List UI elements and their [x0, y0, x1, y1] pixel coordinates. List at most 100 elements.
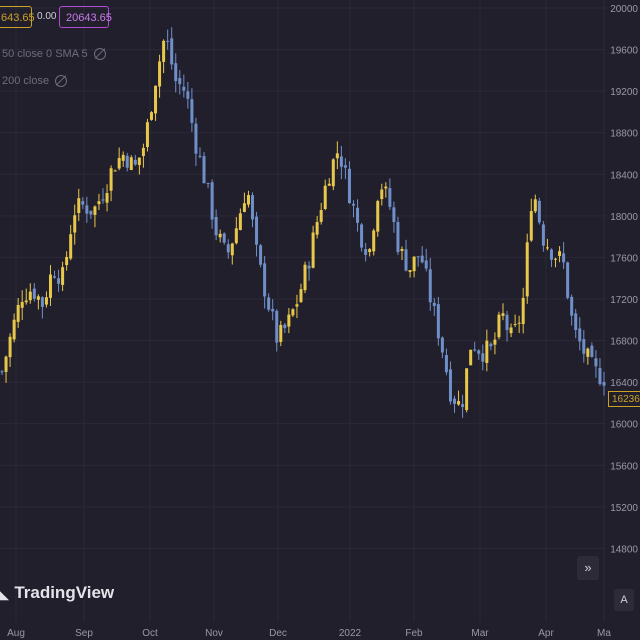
candle-body: [356, 207, 360, 223]
candle-body: [554, 258, 558, 260]
last-value-badge: 643.65: [0, 6, 35, 28]
candle-body: [222, 233, 226, 243]
candle-body: [145, 122, 149, 148]
candle-body: [501, 313, 505, 316]
candle-body: [28, 291, 32, 301]
candle-body: [327, 183, 331, 186]
candle-body: [343, 165, 347, 168]
candle-body: [69, 234, 73, 259]
candle-body: [141, 147, 145, 157]
candle-body: [287, 314, 291, 327]
candle-body: [582, 339, 586, 354]
visibility-off-icon[interactable]: [93, 48, 106, 60]
candle-body: [416, 256, 420, 258]
candle-body: [408, 270, 412, 272]
candle-body: [392, 207, 396, 222]
time-tick-label: Aug: [7, 628, 25, 639]
candle-body: [489, 343, 493, 347]
time-tick-label: Sep: [75, 628, 93, 639]
candle-body: [97, 201, 101, 205]
current-price-tag: 16236: [608, 391, 640, 407]
candle-body: [335, 153, 339, 159]
price-tick-label: 18000: [610, 212, 638, 223]
candle-body: [12, 319, 16, 340]
candle-body: [493, 339, 497, 345]
time-tick-label: Apr: [538, 628, 554, 639]
price-axis[interactable]: 20000 19600 19200 18800 18400 18000 17600 17200…: [610, 4, 638, 555]
candle-body: [283, 324, 287, 329]
indicator-sma[interactable]: 50 close 0 SMA 5: [2, 48, 106, 60]
candle-body: [384, 186, 388, 189]
candle-body: [117, 158, 121, 169]
candle-body: [32, 288, 36, 299]
candle-body: [246, 195, 250, 205]
candle-body: [267, 297, 271, 310]
price-tick-label: 17200: [610, 295, 638, 306]
candle-body: [307, 265, 311, 269]
scroll-to-realtime-button[interactable]: »: [577, 556, 599, 580]
indicator-close-label: 200 close: [2, 75, 50, 87]
candle-body: [331, 159, 335, 187]
tradingview-logo[interactable]: ◣ TradingView: [0, 583, 114, 603]
candle-body: [57, 278, 61, 284]
candle-body: [481, 353, 485, 362]
candle-body: [218, 233, 222, 238]
candle-body: [432, 302, 436, 306]
candle-body: [412, 256, 416, 272]
candle-body: [420, 255, 424, 263]
candle-body: [170, 38, 174, 65]
candle-body: [73, 215, 77, 233]
candle-body: [541, 224, 545, 246]
candle-body: [8, 336, 12, 358]
visibility-off-icon[interactable]: [55, 75, 68, 87]
candle-body: [4, 356, 8, 372]
auto-scale-button[interactable]: A: [614, 589, 634, 611]
time-tick-label: Oct: [142, 628, 158, 639]
candle-body: [101, 199, 105, 201]
candle-body: [319, 210, 323, 222]
candle-body: [166, 40, 170, 42]
candle-body: [347, 168, 351, 204]
candle-body: [465, 368, 469, 411]
candle-body: [202, 156, 206, 184]
candle-body: [77, 198, 81, 214]
candle-body: [311, 232, 315, 268]
candle-body: [558, 251, 562, 256]
candle-body: [206, 183, 210, 185]
candle-body: [303, 264, 307, 291]
indicator-close[interactable]: 200 close: [2, 75, 68, 87]
price-tick-label: 15600: [610, 461, 638, 472]
candle-body: [48, 274, 52, 298]
candle-body: [352, 203, 356, 206]
candle-body: [453, 398, 457, 404]
candle-body: [469, 349, 473, 366]
candle-body: [53, 276, 57, 278]
price-tick-label: 16800: [610, 337, 638, 348]
candle-body: [81, 201, 85, 205]
candle-series: [0, 27, 606, 418]
candle-body: [444, 355, 448, 373]
candle-body: [178, 78, 182, 85]
candle-body: [497, 314, 501, 338]
candle-body: [242, 203, 246, 212]
candle-body: [315, 222, 319, 235]
candle-body: [537, 200, 541, 223]
candle-body: [109, 168, 113, 191]
candle-body: [590, 345, 594, 357]
candle-body: [61, 267, 65, 285]
candle-body: [162, 40, 166, 62]
candle-body: [279, 324, 283, 342]
candle-body: [198, 155, 202, 157]
candle-body: [210, 182, 214, 220]
candle-body: [44, 297, 48, 305]
time-tick-label: Mar: [471, 628, 489, 639]
candle-body: [121, 154, 125, 161]
candle-body: [89, 210, 93, 215]
candle-body: [113, 170, 117, 172]
candle-body: [598, 368, 602, 385]
candle-body: [263, 263, 267, 297]
candle-body: [158, 61, 162, 87]
time-axis[interactable]: Aug Sep Oct Nov Dec 2022 Feb Mar Apr Ma: [7, 628, 611, 639]
candle-body: [448, 369, 452, 402]
